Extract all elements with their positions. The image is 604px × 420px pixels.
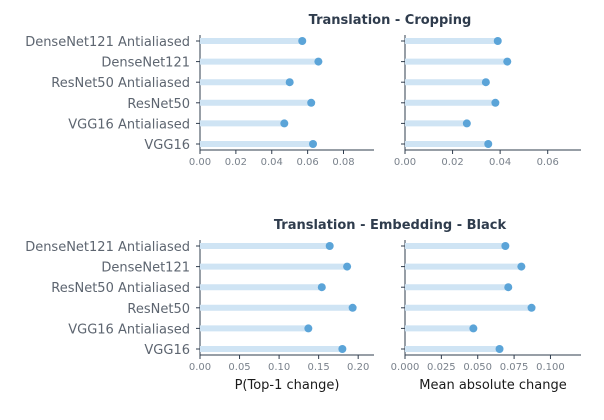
category-label-1-1: DenseNet121 <box>101 261 190 276</box>
x-axis-label-1-1: Mean absolute change <box>419 378 566 393</box>
x-tick-label-1-1-4: 0.100 <box>536 362 565 373</box>
x-axis-label-1-0: P(Top-1 change) <box>235 378 340 393</box>
x-tick-label-1-0-3: 0.15 <box>308 362 330 373</box>
x-tick-label-1-0-0: 0.00 <box>189 362 211 373</box>
data-point-0-0-0 <box>298 37 307 45</box>
category-label-0-5: VGG16 <box>144 138 190 153</box>
category-label-1-0: DenseNet121 Antialiased <box>25 240 190 255</box>
x-tick-label-1-0-4: 0.20 <box>347 362 369 373</box>
data-point-1-1-3 <box>527 303 536 312</box>
x-tick-label-1-1-0: 0.000 <box>391 362 420 373</box>
x-tick-label-1-0-1: 0.05 <box>228 362 250 373</box>
data-point-1-0-0 <box>325 242 334 250</box>
data-point-0-1-1 <box>503 57 512 66</box>
data-point-0-0-2 <box>285 78 294 87</box>
category-label-0-3: ResNet50 <box>127 97 190 112</box>
data-point-1-1-2 <box>504 283 513 292</box>
data-point-1-0-5 <box>338 345 347 353</box>
data-point-1-1-5 <box>495 345 504 353</box>
data-point-0-1-5 <box>484 140 493 148</box>
category-label-0-4: VGG16 Antialiased <box>68 117 190 132</box>
data-point-1-1-1 <box>517 262 526 271</box>
chart-title-1: Translation - Embedding - Black <box>274 218 507 233</box>
x-tick-label-0-0-4: 0.08 <box>332 157 354 168</box>
data-point-1-1-4 <box>469 324 478 333</box>
category-label-1-2: ResNet50 Antialiased <box>51 281 190 296</box>
data-point-1-1-0 <box>501 242 510 250</box>
x-tick-label-0-0-1: 0.02 <box>225 157 247 168</box>
x-tick-label-0-0-3: 0.06 <box>296 157 318 168</box>
category-label-1-3: ResNet50 <box>127 302 190 317</box>
x-tick-label-1-1-3: 0.075 <box>500 362 529 373</box>
category-label-0-2: ResNet50 Antialiased <box>51 76 190 91</box>
data-point-0-0-5 <box>309 140 318 148</box>
data-point-1-0-3 <box>348 303 357 312</box>
data-point-0-0-3 <box>307 98 316 107</box>
data-point-0-0-4 <box>280 119 289 128</box>
data-point-1-0-4 <box>304 324 313 333</box>
x-tick-label-0-1-1: 0.02 <box>441 157 463 168</box>
data-point-1-0-1 <box>343 262 352 271</box>
category-label-1-5: VGG16 <box>144 343 190 358</box>
data-point-0-1-0 <box>493 37 502 45</box>
x-tick-label-0-0-0: 0.00 <box>189 157 211 168</box>
x-tick-label-0-1-2: 0.04 <box>489 157 511 168</box>
data-point-0-1-3 <box>491 98 500 107</box>
x-tick-label-1-1-1: 0.025 <box>427 362 456 373</box>
data-point-0-1-4 <box>462 119 471 128</box>
data-point-0-1-2 <box>481 78 490 87</box>
x-tick-label-0-0-2: 0.04 <box>261 157 283 168</box>
x-tick-label-0-1-0: 0.00 <box>394 157 416 168</box>
category-label-1-4: VGG16 Antialiased <box>68 322 190 337</box>
data-point-1-0-2 <box>317 283 326 292</box>
x-tick-label-1-1-2: 0.050 <box>463 362 492 373</box>
category-label-0-0: DenseNet121 Antialiased <box>25 35 190 50</box>
data-point-0-0-1 <box>314 57 323 66</box>
chart-title-0: Translation - Cropping <box>309 13 472 28</box>
x-tick-label-1-0-2: 0.10 <box>268 362 290 373</box>
x-tick-label-0-1-3: 0.06 <box>537 157 559 168</box>
category-label-0-1: DenseNet121 <box>101 56 190 71</box>
